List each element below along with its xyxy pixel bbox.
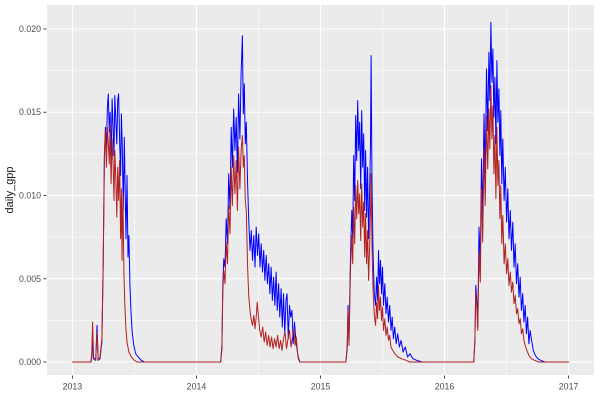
x-tick-label: 2014 — [187, 382, 207, 392]
series-lines — [71, 21, 570, 363]
y-tick-label: 0.020 — [19, 24, 41, 34]
y-axis-title: daily_gpp — [4, 166, 16, 213]
y-tick-label: 0.000 — [19, 357, 41, 367]
y-tick-label: 0.010 — [19, 190, 41, 200]
x-tick-label: 2013 — [63, 382, 83, 392]
axis-tick-marks — [43, 28, 570, 379]
x-tick-label: 2017 — [559, 382, 579, 392]
x-tick-label: 2015 — [311, 382, 331, 392]
x-tick-label: 2016 — [435, 382, 455, 392]
y-axis-labels: 0.000 0.005 0.010 0.015 0.020 — [19, 24, 41, 367]
series-line-red — [71, 85, 570, 363]
y-tick-label: 0.005 — [19, 274, 41, 284]
y-tick-label: 0.015 — [19, 107, 41, 117]
x-axis-labels: 2013 2014 2015 2016 2017 — [63, 382, 579, 392]
